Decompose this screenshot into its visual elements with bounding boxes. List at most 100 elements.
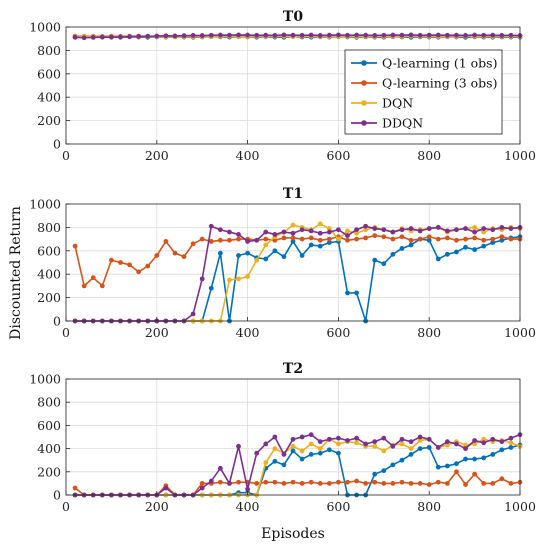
data-point — [381, 32, 387, 38]
data-point — [263, 479, 269, 485]
data-point — [299, 481, 305, 486]
data-point — [136, 34, 142, 39]
data-point — [272, 446, 278, 451]
data-point — [145, 33, 151, 39]
data-point — [472, 225, 477, 230]
data-point — [208, 223, 214, 229]
panel-title: T1 — [283, 186, 303, 202]
data-point — [372, 33, 378, 38]
y-tick-label: 400 — [37, 441, 61, 456]
x-tick-label: 0 — [62, 499, 70, 514]
data-point — [481, 455, 487, 461]
data-point — [217, 479, 223, 485]
data-point — [263, 256, 269, 262]
x-tick-label: 1000 — [504, 499, 536, 514]
data-point — [308, 441, 314, 447]
data-point — [227, 277, 232, 283]
data-point — [208, 478, 214, 484]
data-point — [163, 33, 169, 39]
data-point — [290, 436, 296, 442]
data-point — [354, 478, 359, 484]
panels: 0 200 400 600 800 1000 0 200 400 600 800 1000 T0 0 200… — [29, 9, 536, 514]
data-point — [181, 254, 187, 260]
x-tick-label: 800 — [417, 325, 441, 340]
axes-box — [65, 378, 521, 496]
legend-item: DQN — [351, 96, 413, 111]
data-point — [399, 246, 405, 251]
data-point — [417, 481, 423, 486]
data-point — [499, 447, 505, 453]
data-point — [354, 227, 359, 233]
data-point — [472, 438, 477, 443]
data-point — [435, 225, 441, 230]
x-tick-label: 600 — [326, 148, 350, 163]
data-point — [472, 32, 477, 38]
data-point — [227, 229, 232, 235]
data-point — [408, 481, 414, 486]
data-point — [254, 237, 260, 243]
data-point — [417, 434, 423, 440]
data-point — [444, 235, 450, 241]
data-point — [326, 240, 332, 246]
data-point — [172, 33, 178, 39]
data-point — [254, 32, 260, 38]
x-tick-label: 1000 — [504, 325, 536, 340]
data-point — [299, 434, 305, 440]
data-point — [118, 260, 123, 265]
data-point — [263, 441, 269, 447]
data-point — [217, 465, 223, 471]
data-point — [435, 32, 441, 38]
data-point — [490, 32, 496, 38]
data-point — [299, 253, 305, 258]
panel-title: T0 — [283, 9, 303, 25]
data-point — [336, 479, 341, 485]
data-point — [181, 33, 187, 39]
data-point — [444, 251, 450, 257]
data-point — [399, 457, 405, 463]
data-point — [317, 450, 323, 456]
legend-label: Q-learning (3 obs) — [382, 76, 497, 91]
data-point — [354, 236, 359, 242]
data-point — [290, 230, 296, 236]
data-point — [81, 35, 87, 41]
data-point — [444, 442, 450, 448]
data-point — [254, 450, 260, 456]
legend-marker — [361, 80, 367, 86]
data-point — [263, 229, 269, 235]
data-point — [263, 236, 269, 242]
data-point — [227, 481, 232, 486]
y-tick-label: 1000 — [29, 372, 61, 387]
panel-t2: 0 200 400 600 800 1000 0 200 400 600 800 1000 T2 — [29, 361, 536, 514]
y-tick-label: 200 — [37, 113, 61, 128]
x-tick-label: 0 — [62, 325, 70, 340]
data-point — [72, 34, 78, 40]
data-point — [227, 32, 232, 38]
data-point — [454, 441, 459, 447]
legend-items: Q-learning (1 obs) Q-learning (3 obs) DQN D… — [351, 56, 497, 131]
data-point — [472, 235, 477, 241]
data-point — [372, 479, 378, 485]
y-tick-label: 200 — [37, 464, 61, 479]
data-point — [435, 445, 441, 450]
y-tick-label: 200 — [37, 290, 61, 305]
data-point — [90, 275, 96, 281]
y-tick-label: 600 — [37, 66, 61, 81]
legend-marker — [361, 100, 367, 106]
y-tick-label: 600 — [37, 418, 61, 433]
data-point — [463, 226, 468, 231]
legend-label: DDQN — [382, 116, 423, 131]
data-point — [317, 446, 323, 451]
data-point — [444, 32, 450, 38]
y-tick-label: 1000 — [29, 20, 61, 35]
data-point — [336, 236, 341, 242]
data-point — [199, 33, 205, 38]
data-point — [245, 32, 251, 38]
x-tick-label: 600 — [326, 499, 350, 514]
data-point — [390, 462, 396, 468]
data-point — [317, 237, 323, 243]
data-point — [281, 229, 287, 235]
data-point — [435, 236, 441, 242]
data-point — [290, 479, 296, 485]
data-point — [190, 241, 196, 247]
